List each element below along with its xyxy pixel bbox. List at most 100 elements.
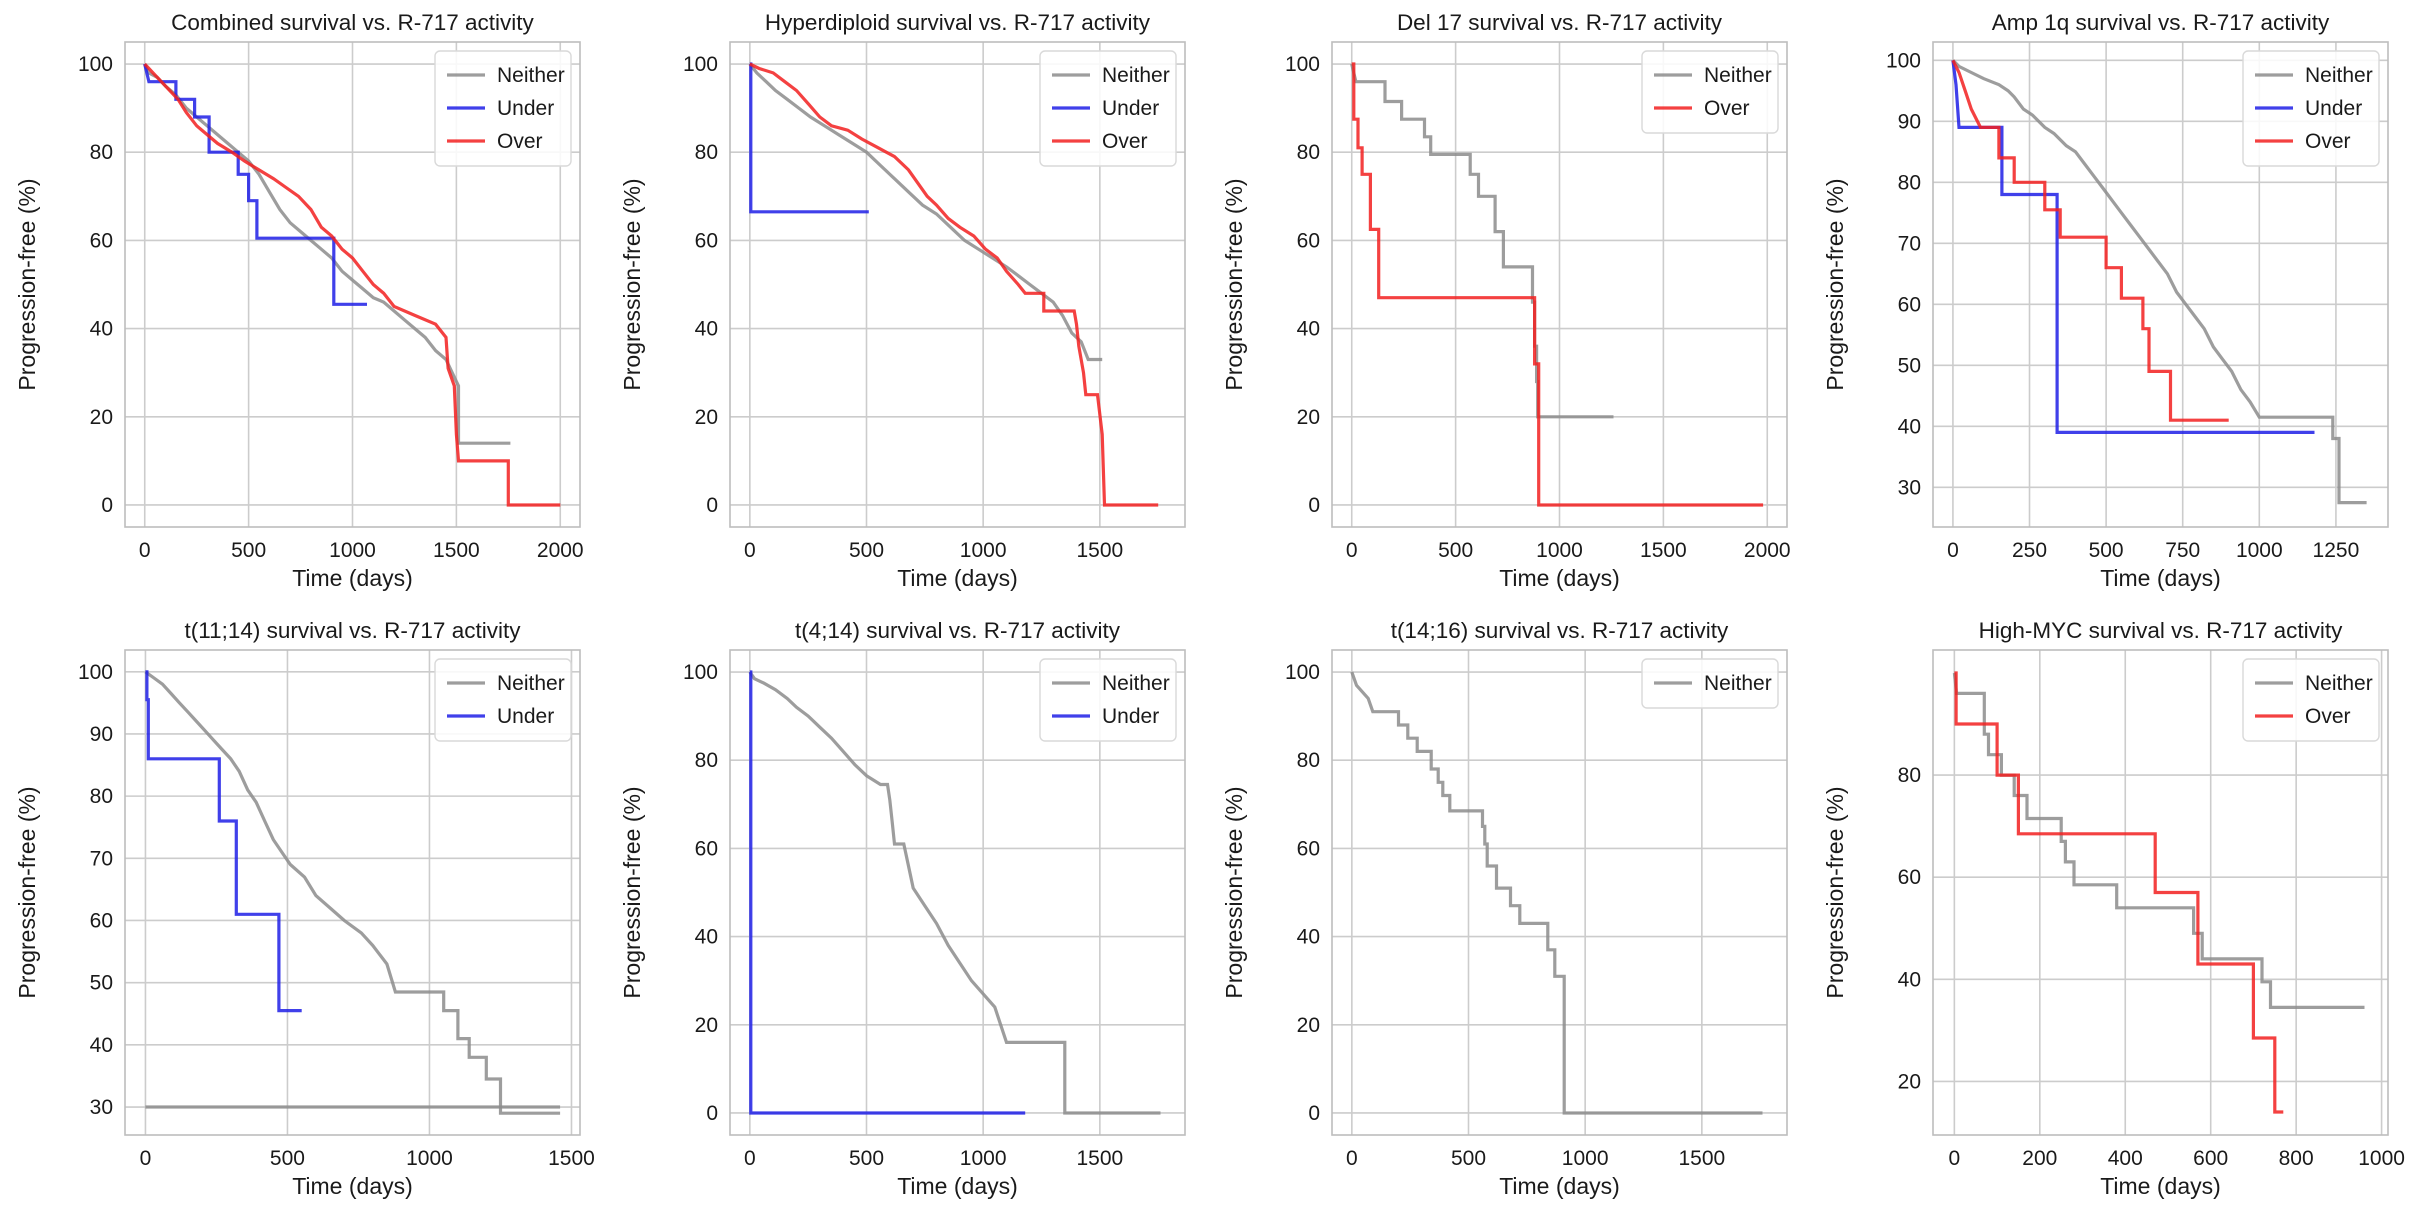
series-line-neither bbox=[1350, 671, 1763, 1115]
legend-label-over: Over bbox=[2305, 705, 2351, 728]
y-tick-label: 50 bbox=[1898, 354, 1921, 377]
x-axis-label: Time (days) bbox=[292, 565, 413, 591]
y-tick-label: 80 bbox=[90, 141, 113, 164]
x-tick-label: 1500 bbox=[1640, 539, 1687, 562]
y-tick-label: 70 bbox=[1898, 232, 1921, 255]
x-tick-label: 500 bbox=[1438, 539, 1473, 562]
chart-title: t(4;14) survival vs. R-717 activity bbox=[795, 618, 1121, 643]
chart-panel-7: 0 500 1000 1500 0 20 40 60 80 100 t(14;16) surviva… bbox=[1221, 618, 1788, 1199]
y-tick-label: 60 bbox=[1297, 229, 1320, 252]
y-tick-label: 80 bbox=[1898, 764, 1921, 787]
y-tick-label: 50 bbox=[90, 972, 113, 995]
legend-label-over: Over bbox=[1102, 130, 1148, 153]
y-tick-label: 60 bbox=[695, 837, 718, 860]
y-tick-label: 20 bbox=[695, 406, 718, 429]
legend-label-under: Under bbox=[497, 705, 554, 728]
x-tick-label: 1000 bbox=[406, 1147, 453, 1170]
x-tick-label: 800 bbox=[2279, 1147, 2314, 1170]
chart-title: Amp 1q survival vs. R-717 activity bbox=[1992, 10, 2330, 35]
y-tick-label: 20 bbox=[695, 1014, 718, 1037]
series-line-under bbox=[145, 670, 302, 1013]
x-tick-label: 1000 bbox=[960, 1147, 1007, 1170]
legend-label-over: Over bbox=[2305, 130, 2351, 153]
x-tick-label: 500 bbox=[231, 539, 266, 562]
y-tick-label: 20 bbox=[90, 406, 113, 429]
legend-label-under: Under bbox=[1102, 705, 1159, 728]
y-tick-label: 40 bbox=[90, 1034, 113, 1057]
plot-frame bbox=[1331, 649, 1788, 1136]
legend: Neither Under Over bbox=[434, 50, 572, 167]
legend-box bbox=[2242, 658, 2380, 742]
y-tick-label: 60 bbox=[1898, 866, 1921, 889]
legend: Neither Under bbox=[434, 658, 572, 742]
x-axis-label: Time (days) bbox=[292, 1173, 413, 1199]
legend: Neither Over bbox=[2242, 658, 2380, 742]
series-line-over bbox=[1954, 671, 2284, 1114]
plot-frame bbox=[729, 649, 1186, 1136]
y-tick-label: 60 bbox=[90, 229, 113, 252]
series-line-neither bbox=[1952, 672, 2365, 1010]
y-axis-label: Progression-free (%) bbox=[1221, 178, 1247, 390]
y-axis-label: Progression-free (%) bbox=[14, 178, 40, 390]
series-line-neither bbox=[1951, 59, 2367, 505]
chart-title: Hyperdiploid survival vs. R-717 activity bbox=[765, 10, 1151, 35]
series-line-over bbox=[143, 62, 561, 507]
x-tick-label: 0 bbox=[1346, 1147, 1358, 1170]
legend-label-neither: Neither bbox=[1102, 64, 1170, 87]
legend: Neither Under bbox=[1039, 658, 1177, 742]
x-tick-label: 0 bbox=[1346, 539, 1358, 562]
series-line-neither bbox=[748, 63, 1103, 362]
x-tick-label: 1000 bbox=[1536, 539, 1583, 562]
x-axis-label: Time (days) bbox=[2100, 1173, 2221, 1199]
x-tick-label: 0 bbox=[744, 539, 756, 562]
y-tick-label: 80 bbox=[695, 141, 718, 164]
x-tick-label: 1500 bbox=[433, 539, 480, 562]
legend-label-neither: Neither bbox=[1102, 672, 1170, 695]
y-axis-label: Progression-free (%) bbox=[14, 786, 40, 998]
y-tick-label: 100 bbox=[78, 53, 113, 76]
x-tick-label: 1500 bbox=[1076, 539, 1123, 562]
x-tick-label: 1500 bbox=[1678, 1147, 1725, 1170]
x-tick-label: 2000 bbox=[537, 539, 584, 562]
x-tick-label: 1500 bbox=[1076, 1147, 1123, 1170]
series-line-under bbox=[749, 670, 1026, 1115]
y-tick-label: 100 bbox=[1886, 49, 1921, 72]
y-tick-label: 100 bbox=[1285, 53, 1320, 76]
x-tick-label: 1000 bbox=[2236, 539, 2283, 562]
plot-frame bbox=[1331, 41, 1788, 528]
x-tick-label: 1500 bbox=[548, 1147, 595, 1170]
y-tick-label: 0 bbox=[706, 494, 718, 517]
legend-label-neither: Neither bbox=[1704, 672, 1772, 695]
legend-label-under: Under bbox=[1102, 97, 1159, 120]
legend-label-neither: Neither bbox=[2305, 64, 2373, 87]
y-tick-label: 30 bbox=[1898, 476, 1921, 499]
x-tick-label: 500 bbox=[1451, 1147, 1486, 1170]
y-tick-label: 0 bbox=[101, 494, 113, 517]
y-tick-label: 40 bbox=[90, 318, 113, 341]
y-axis-label: Progression-free (%) bbox=[1822, 178, 1848, 390]
series-line-over bbox=[749, 62, 1159, 507]
y-tick-label: 20 bbox=[1297, 1014, 1320, 1037]
legend-label-neither: Neither bbox=[1704, 64, 1772, 87]
y-axis-label: Progression-free (%) bbox=[1822, 786, 1848, 998]
y-tick-label: 100 bbox=[683, 661, 718, 684]
y-tick-label: 20 bbox=[1898, 1070, 1921, 1093]
y-tick-label: 80 bbox=[1297, 141, 1320, 164]
chart-panel-5: 0 500 1000 1500 30 40 50 60 70 80 90 100 t(11;14) su… bbox=[14, 618, 595, 1199]
chart-title: Combined survival vs. R-717 activity bbox=[171, 10, 534, 35]
legend-label-over: Over bbox=[497, 130, 543, 153]
chart-title: Del 17 survival vs. R-717 activity bbox=[1397, 10, 1723, 35]
x-tick-label: 500 bbox=[849, 539, 884, 562]
legend-label-over: Over bbox=[1704, 97, 1750, 120]
chart-panel-1: 0 500 1000 1500 2000 0 20 40 60 80 100 Combined sur… bbox=[14, 10, 584, 591]
legend-box bbox=[1039, 658, 1177, 742]
legend-label-under: Under bbox=[2305, 97, 2362, 120]
legend-box bbox=[1039, 50, 1177, 167]
x-axis-label: Time (days) bbox=[1499, 1173, 1620, 1199]
y-tick-label: 80 bbox=[695, 749, 718, 772]
y-axis-label: Progression-free (%) bbox=[1221, 786, 1247, 998]
x-tick-label: 1000 bbox=[1562, 1147, 1609, 1170]
x-tick-label: 0 bbox=[139, 539, 151, 562]
y-tick-label: 40 bbox=[695, 318, 718, 341]
